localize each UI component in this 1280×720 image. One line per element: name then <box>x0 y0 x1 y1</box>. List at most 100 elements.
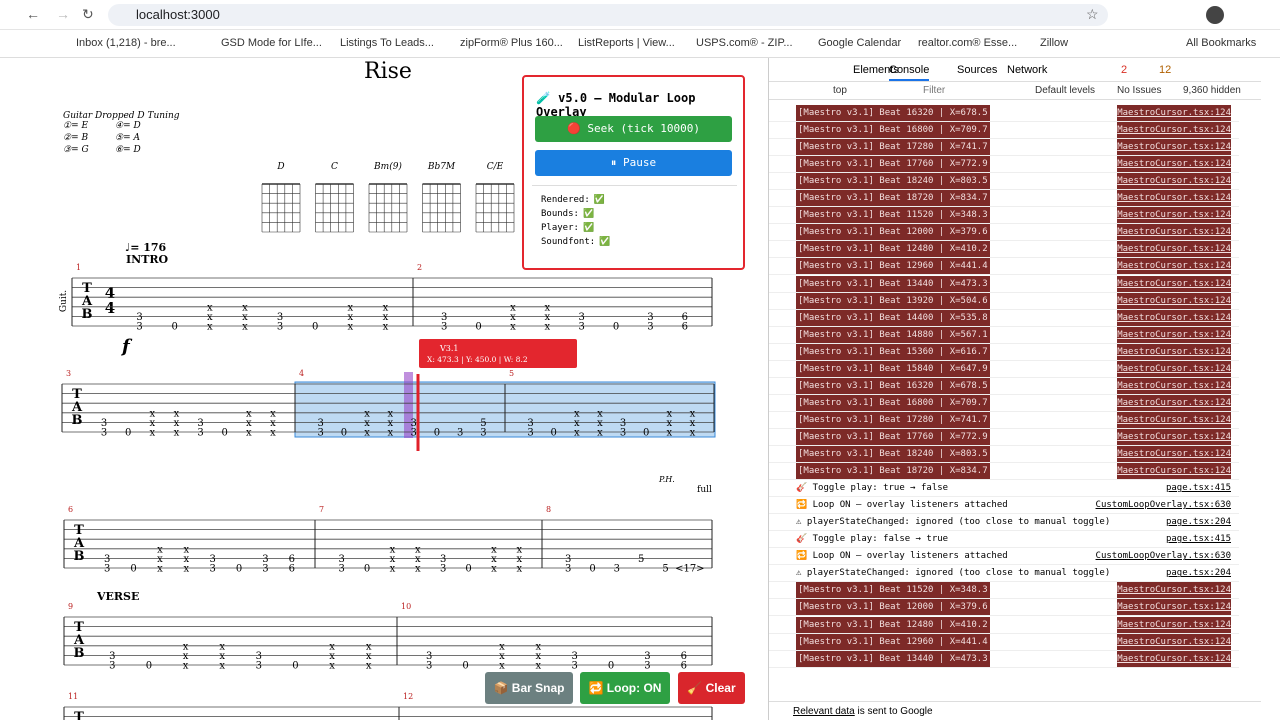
fret-number: 0 <box>475 322 481 333</box>
log-source[interactable]: MaestroCursor.tsx:124 <box>1117 156 1231 173</box>
log-source[interactable]: MaestroCursor.tsx:124 <box>1117 343 1231 360</box>
score-pane: Rise Guitar Dropped D Tuning ①= E ④= D ②= B ⑤… <box>0 58 760 720</box>
fret-number: 0 <box>551 428 557 439</box>
devtools-tab[interactable]: Elements <box>853 64 899 76</box>
log-source[interactable]: MaestroCursor.tsx:124 <box>1117 650 1231 667</box>
chord-name: Bb7M <box>427 162 456 172</box>
log-source[interactable]: page.tsx:415 <box>1165 483 1231 494</box>
loop-button[interactable]: 🔁 Loop: ON <box>580 672 670 704</box>
fret-number: 0 <box>146 661 152 672</box>
log-source[interactable]: MaestroCursor.tsx:124 <box>1117 377 1231 394</box>
log-source[interactable]: MaestroCursor.tsx:124 <box>1117 241 1231 258</box>
log-message: 🎸 Toggle play: true → false <box>796 483 949 494</box>
log-source[interactable]: MaestroCursor.tsx:124 <box>1117 105 1231 121</box>
pause-button[interactable]: ⏸ Pause <box>535 150 732 176</box>
fret-number: x <box>157 554 163 565</box>
log-source[interactable]: MaestroCursor.tsx:124 <box>1117 633 1231 650</box>
fret-number: 3 <box>644 651 650 662</box>
log-source[interactable]: MaestroCursor.tsx:124 <box>1117 258 1231 275</box>
all-bookmarks[interactable]: All Bookmarks <box>1186 37 1257 49</box>
fret-number: x <box>174 428 180 439</box>
log-row: 🔁 Loop ON — overlay listeners attached Cu… <box>769 497 1239 515</box>
section-label: VERSE <box>96 590 139 603</box>
fret-number: 3 <box>410 418 416 429</box>
bookmark-star[interactable]: ☆ <box>1086 6 1099 22</box>
bookmark[interactable]: Google Calendar <box>818 37 902 49</box>
reload-button[interactable]: ↻ <box>82 6 94 22</box>
log-source[interactable]: MaestroCursor.tsx:124 <box>1117 616 1231 633</box>
chord-name: D <box>276 162 284 172</box>
log-source[interactable]: MaestroCursor.tsx:124 <box>1117 463 1231 480</box>
log-source[interactable]: CustomLoopOverlay.tsx:630 <box>1095 500 1231 511</box>
log-source[interactable]: MaestroCursor.tsx:124 <box>1117 394 1231 411</box>
bookmark[interactable]: zipForm® Plus 160... <box>460 37 563 49</box>
filter-input[interactable]: Filter <box>923 85 946 96</box>
log-source[interactable]: MaestroCursor.tsx:124 <box>1117 224 1231 241</box>
bookmark[interactable]: Inbox (1,218) - bre... <box>76 37 176 49</box>
seek-button[interactable]: 🔴 Seek (tick 10000) <box>535 116 732 142</box>
issues[interactable]: No Issues <box>1117 85 1162 96</box>
fret-number: x <box>574 408 580 419</box>
bookmark[interactable]: ListReports | View... <box>578 37 675 49</box>
fret-number: 6 <box>682 312 688 323</box>
devtools-tab[interactable]: Network <box>1007 64 1048 76</box>
fret-number: 0 <box>465 564 471 575</box>
bookmark[interactable]: Zillow <box>1040 37 1069 49</box>
log-source[interactable]: MaestroCursor.tsx:124 <box>1117 122 1231 139</box>
context[interactable]: top <box>833 85 847 96</box>
profile-avatar[interactable] <box>1206 6 1224 24</box>
devtools-tab[interactable]: Sources <box>957 64 998 76</box>
log-row: 🎸 Toggle play: true → false page.tsx:415 <box>769 480 1239 498</box>
fret-number: x <box>510 322 516 333</box>
log-source[interactable]: CustomLoopOverlay.tsx:630 <box>1095 551 1231 562</box>
log-source[interactable]: page.tsx:415 <box>1165 534 1231 545</box>
log-source[interactable]: MaestroCursor.tsx:124 <box>1117 411 1231 428</box>
log-source[interactable]: MaestroCursor.tsx:124 <box>1117 599 1231 616</box>
log-levels[interactable]: Default levels <box>1035 85 1096 96</box>
measure-number: 6 <box>68 505 73 514</box>
back-button[interactable]: ← <box>26 6 40 22</box>
bar-snap-button[interactable]: 📦 Bar Snap <box>485 672 573 704</box>
log-source[interactable]: MaestroCursor.tsx:124 <box>1117 275 1231 292</box>
log-source[interactable]: MaestroCursor.tsx:124 <box>1117 309 1231 326</box>
log-source[interactable]: MaestroCursor.tsx:124 <box>1117 326 1231 343</box>
bookmark[interactable]: GSD Mode for LIfe... <box>221 37 322 49</box>
fret-number: 3 <box>410 428 416 439</box>
footer-link[interactable]: Relevant data <box>793 706 855 717</box>
log-source[interactable]: MaestroCursor.tsx:124 <box>1117 292 1231 309</box>
fret-number: x <box>364 428 370 439</box>
status-label: Bounds: <box>541 209 579 219</box>
log-source[interactable]: MaestroCursor.tsx:124 <box>1117 190 1231 207</box>
log-source[interactable]: MaestroCursor.tsx:124 <box>1117 446 1231 462</box>
fret-number: 3 <box>317 418 323 429</box>
address-bar[interactable]: localhost:3000 <box>108 4 1108 26</box>
bookmark[interactable]: Listings To Leads... <box>340 37 434 49</box>
fret-number: 3 <box>136 312 142 323</box>
log-source[interactable]: page.tsx:204 <box>1165 517 1231 528</box>
fret-number: x <box>207 312 213 323</box>
fret-number: x <box>491 544 497 555</box>
fret-number: x <box>516 544 522 555</box>
log-source[interactable]: MaestroCursor.tsx:124 <box>1117 360 1231 377</box>
fret-number: 3 <box>101 428 107 439</box>
instrument-name: Guit. <box>59 290 69 312</box>
log-source[interactable]: MaestroCursor.tsx:124 <box>1117 173 1231 190</box>
log-message: [Maestro v3.1] Beat 13920 | X=504.6 <box>796 292 990 309</box>
forward-button[interactable]: → <box>56 6 70 22</box>
log-source[interactable]: MaestroCursor.tsx:124 <box>1117 582 1231 599</box>
tab-clef: T <box>74 523 84 538</box>
log-source[interactable]: MaestroCursor.tsx:124 <box>1117 139 1231 156</box>
log-source[interactable]: MaestroCursor.tsx:124 <box>1117 207 1231 224</box>
log-source[interactable]: page.tsx:204 <box>1165 568 1231 579</box>
hidden-count[interactable]: 9,360 hidden <box>1183 85 1241 96</box>
measure-number: 2 <box>417 263 422 272</box>
fret-number: x <box>242 312 248 323</box>
log-row: 🎸 Toggle play: false → true page.tsx:415 <box>769 531 1239 549</box>
log-source[interactable]: MaestroCursor.tsx:124 <box>1117 428 1231 445</box>
devtools-tab[interactable]: Console <box>889 64 930 81</box>
bookmark[interactable]: USPS.com® - ZIP... <box>696 37 793 49</box>
console-log: [Maestro v3.1] Beat 16320 | X=678.5 Maest… <box>769 105 1249 685</box>
bookmark[interactable]: realtor.com® Esse... <box>918 37 1018 49</box>
log-row: [Maestro v3.1] Beat 11520 | X=348.3 Maest… <box>769 207 1239 225</box>
clear-button[interactable]: 🧹 Clear <box>678 672 745 704</box>
